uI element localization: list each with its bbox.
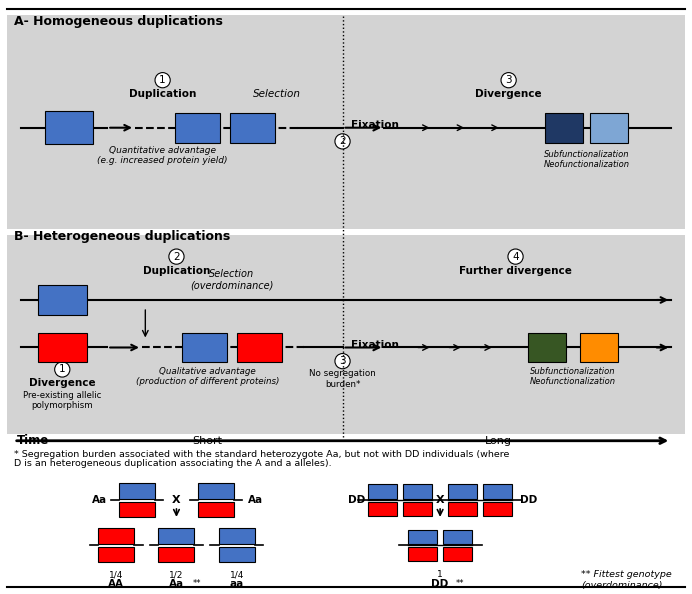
Text: Fixation: Fixation — [351, 340, 399, 349]
Bar — [368, 501, 397, 516]
Text: DD: DD — [348, 495, 365, 505]
Text: No segregation
burden*: No segregation burden* — [309, 369, 376, 389]
Bar — [230, 113, 275, 143]
Bar — [7, 235, 685, 434]
Text: Further divergence: Further divergence — [459, 266, 572, 276]
Bar — [403, 501, 432, 516]
Text: Selection
(overdominance): Selection (overdominance) — [190, 269, 273, 290]
Text: Aa: Aa — [169, 579, 184, 589]
Text: B- Heterogeneous duplications: B- Heterogeneous duplications — [14, 230, 230, 244]
Text: AA: AA — [108, 579, 125, 589]
Bar — [174, 113, 219, 143]
Text: Duplication: Duplication — [129, 89, 197, 99]
Text: D is an heterogeneous duplication associating the A and a alleles).: D is an heterogeneous duplication associ… — [14, 459, 331, 467]
Text: Subfunctionalization
Neofunctionalization: Subfunctionalization Neofunctionalizatio… — [530, 367, 616, 387]
Text: Short: Short — [192, 436, 223, 446]
Bar — [198, 484, 234, 499]
Bar — [181, 333, 226, 362]
Bar — [408, 546, 437, 561]
Text: 1/4: 1/4 — [230, 570, 244, 579]
Bar — [580, 333, 618, 362]
Bar — [38, 285, 86, 315]
Text: Divergence: Divergence — [475, 89, 542, 99]
Bar — [158, 546, 194, 562]
Text: Divergence: Divergence — [29, 378, 95, 388]
Text: Selection: Selection — [253, 89, 301, 99]
Text: Duplication: Duplication — [143, 266, 210, 276]
Bar — [590, 113, 628, 143]
Bar — [219, 546, 255, 562]
Bar — [158, 529, 194, 544]
Text: 4: 4 — [512, 252, 519, 261]
Text: A- Homogeneous duplications: A- Homogeneous duplications — [14, 15, 223, 28]
Bar — [119, 484, 155, 499]
Text: Long: Long — [484, 436, 512, 446]
Bar — [545, 113, 583, 143]
Bar — [45, 111, 93, 144]
Bar — [368, 485, 397, 499]
Text: 2: 2 — [173, 252, 180, 261]
Text: 1: 1 — [159, 75, 166, 85]
Text: X: X — [436, 495, 444, 505]
Text: **: ** — [456, 579, 464, 587]
Text: 3: 3 — [505, 75, 512, 85]
Text: ** Fittest genotype
(overdominance): ** Fittest genotype (overdominance) — [581, 570, 672, 590]
Text: DD: DD — [520, 495, 538, 505]
Text: Time: Time — [17, 434, 50, 447]
Bar — [119, 501, 155, 517]
Text: Qualitative advantage
(production of different proteins): Qualitative advantage (production of dif… — [136, 367, 280, 387]
Bar — [219, 529, 255, 544]
Bar — [443, 530, 472, 544]
Bar — [98, 546, 134, 562]
Bar — [483, 485, 512, 499]
Bar — [528, 333, 566, 362]
Bar — [98, 529, 134, 544]
Text: * Segregation burden associated with the standard heterozygote Aa, but not with : * Segregation burden associated with the… — [14, 450, 509, 459]
Bar — [403, 485, 432, 499]
Text: Aa: Aa — [248, 495, 263, 505]
Bar — [7, 15, 685, 229]
Text: 1: 1 — [437, 570, 443, 579]
Text: 1: 1 — [59, 365, 66, 374]
Text: DD: DD — [432, 579, 448, 589]
Bar — [448, 501, 477, 516]
Text: 2: 2 — [339, 137, 346, 146]
Bar — [38, 333, 86, 362]
Text: aa: aa — [230, 579, 244, 589]
Text: X: X — [172, 495, 181, 505]
Bar — [198, 501, 234, 517]
Text: Aa: Aa — [92, 495, 107, 505]
Bar — [483, 501, 512, 516]
Bar — [237, 333, 282, 362]
Text: 1/2: 1/2 — [170, 570, 183, 579]
Text: 1/4: 1/4 — [109, 570, 123, 579]
Text: Fixation: Fixation — [351, 120, 399, 129]
Text: Subfunctionalization
Neofunctionalization: Subfunctionalization Neofunctionalizatio… — [544, 150, 630, 169]
Text: **: ** — [192, 579, 201, 587]
Bar — [443, 546, 472, 561]
Text: Quantitative advantage
(e.g. increased protein yield): Quantitative advantage (e.g. increased p… — [98, 146, 228, 165]
Bar — [408, 530, 437, 544]
Text: Pre-existing allelic
polymorphism: Pre-existing allelic polymorphism — [23, 391, 102, 410]
Text: 3: 3 — [339, 356, 346, 366]
Bar — [448, 485, 477, 499]
